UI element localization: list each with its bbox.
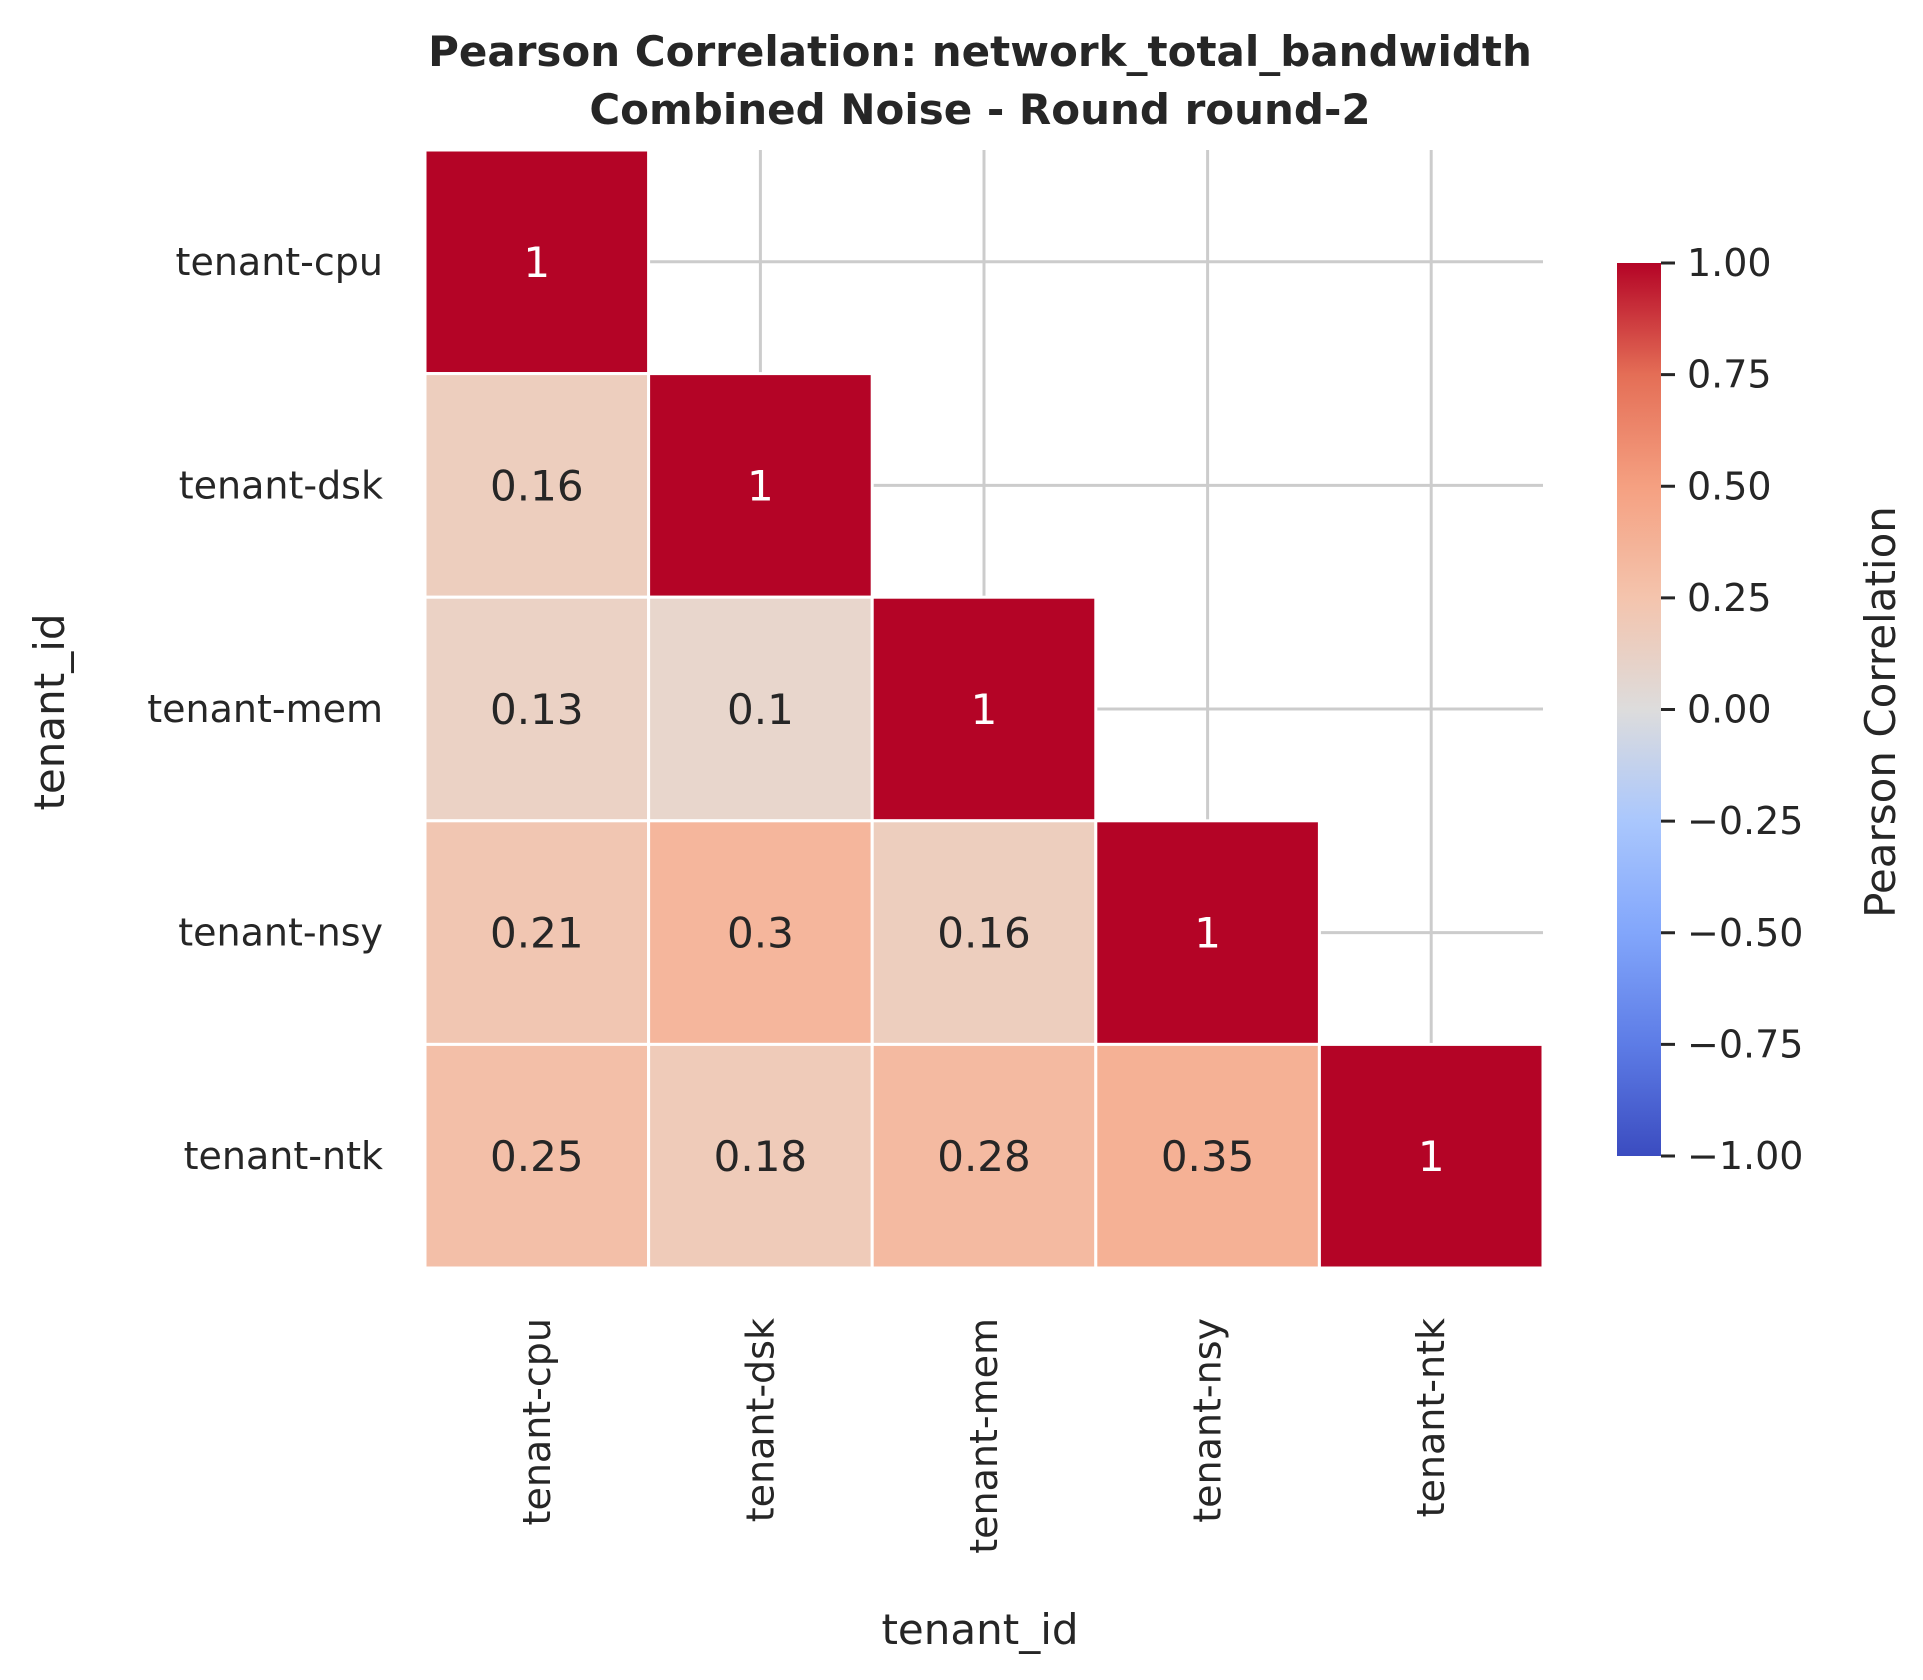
colorbar-tick-label: −0.75 [1687, 1022, 1803, 1066]
colorbar-tick-label: 0.50 [1687, 464, 1772, 508]
cell-label-tenant-dsk-tenant-cpu: 0.16 [490, 461, 584, 510]
colorbar-tick-label: −0.25 [1687, 799, 1803, 843]
cell-label-tenant-ntk-tenant-cpu: 0.25 [490, 1132, 584, 1181]
colorbar-tick-label: 0.00 [1687, 688, 1772, 732]
x-tick-label-tenant-ntk: tenant-ntk [1409, 1318, 1453, 1517]
x-tick-label-tenant-mem: tenant-mem [962, 1318, 1006, 1554]
y-tick-label-tenant-nsy: tenant-nsy [178, 911, 383, 955]
y-tick-label-tenant-ntk: tenant-ntk [184, 1134, 383, 1178]
cell-label-tenant-mem-tenant-cpu: 0.13 [490, 685, 584, 734]
heatmap-cell-tenant-nsy-tenant-nsy [1094, 819, 1321, 1046]
heatmap-cell-tenant-ntk-tenant-nsy [1094, 1042, 1321, 1270]
cell-label-tenant-ntk-tenant-mem: 0.28 [937, 1132, 1031, 1181]
colorbar-tick-label: −0.50 [1687, 911, 1803, 955]
x-tick-labels: tenant-cpu tenant-dsk tenant-mem tenant-nsy… [515, 1318, 1453, 1554]
chart-subtitle: Combined Noise - Round round-2 [589, 85, 1370, 134]
heatmap-cell-tenant-dsk-tenant-cpu [423, 372, 651, 599]
colorbar-tick-label: −1.00 [1687, 1134, 1803, 1178]
heatmap-cell-labels: 1 0.16 1 0.13 0.1 1 0.21 0.3 0.16 1 0.25 0.18 0.28 0.… [490, 238, 1445, 1181]
cell-label-tenant-ntk-tenant-nsy: 0.35 [1161, 1132, 1255, 1181]
cell-label-tenant-mem-tenant-dsk: 0.1 [727, 685, 794, 734]
cell-label-tenant-nsy-tenant-nsy: 1 [1194, 909, 1221, 958]
x-tick-label-tenant-cpu: tenant-cpu [515, 1318, 559, 1525]
cell-label-tenant-nsy-tenant-dsk: 0.3 [727, 909, 794, 958]
colorbar [1617, 263, 1661, 1156]
colorbar-label: Pearson Correlation [1856, 506, 1905, 918]
y-tick-label-tenant-mem: tenant-mem [147, 687, 383, 731]
y-tick-label-tenant-dsk: tenant-dsk [179, 463, 383, 507]
cell-label-tenant-mem-tenant-mem: 1 [971, 685, 998, 734]
cell-label-tenant-nsy-tenant-cpu: 0.21 [490, 909, 584, 958]
heatmap-cell-tenant-ntk-tenant-mem [870, 1042, 1098, 1270]
y-tick-label-tenant-cpu: tenant-cpu [176, 240, 383, 284]
x-axis-label: tenant_id [881, 1605, 1078, 1654]
colorbar-ticks: 1.00 0.75 0.50 0.25 0.00 −0.25 −0.50 −0.75 −1.00 [1661, 241, 1803, 1178]
heatmap-cell-tenant-nsy-tenant-dsk [647, 819, 874, 1046]
colorbar-tick-label: 1.00 [1687, 241, 1772, 285]
heatmap-cell-tenant-mem-tenant-cpu [423, 595, 651, 823]
heatmap-cell-tenant-cpu-tenant-cpu [423, 148, 651, 376]
heatmap-cell-tenant-nsy-tenant-cpu [423, 819, 651, 1046]
cell-label-tenant-ntk-tenant-ntk: 1 [1418, 1132, 1445, 1181]
colorbar-tick-label: 0.25 [1687, 576, 1772, 620]
cell-label-tenant-dsk-tenant-dsk: 1 [747, 461, 774, 510]
heatmap-cell-tenant-ntk-tenant-ntk [1317, 1042, 1545, 1270]
colorbar-tick-label: 0.75 [1687, 353, 1772, 397]
x-tick-label-tenant-nsy: tenant-nsy [1186, 1318, 1230, 1523]
heatmap-cell-tenant-nsy-tenant-mem [870, 819, 1098, 1046]
cell-label-tenant-ntk-tenant-dsk: 0.18 [714, 1132, 808, 1181]
heatmap-cell-tenant-mem-tenant-dsk [647, 595, 874, 823]
cell-label-tenant-nsy-tenant-mem: 0.16 [937, 909, 1031, 958]
y-axis-label: tenant_id [25, 613, 74, 810]
cell-label-tenant-cpu-tenant-cpu: 1 [523, 238, 550, 287]
heatmap-cell-tenant-ntk-tenant-dsk [647, 1042, 874, 1270]
heatmap-cell-tenant-mem-tenant-mem [870, 595, 1098, 823]
y-tick-labels: tenant-cpu tenant-dsk tenant-mem tenant-nsy… [147, 240, 383, 1178]
heatmap-cells [423, 148, 1545, 1270]
heatmap-cell-tenant-ntk-tenant-cpu [423, 1042, 651, 1270]
chart-title: Pearson Correlation: network_total_bandw… [428, 27, 1532, 76]
x-tick-label-tenant-dsk: tenant-dsk [738, 1318, 782, 1522]
